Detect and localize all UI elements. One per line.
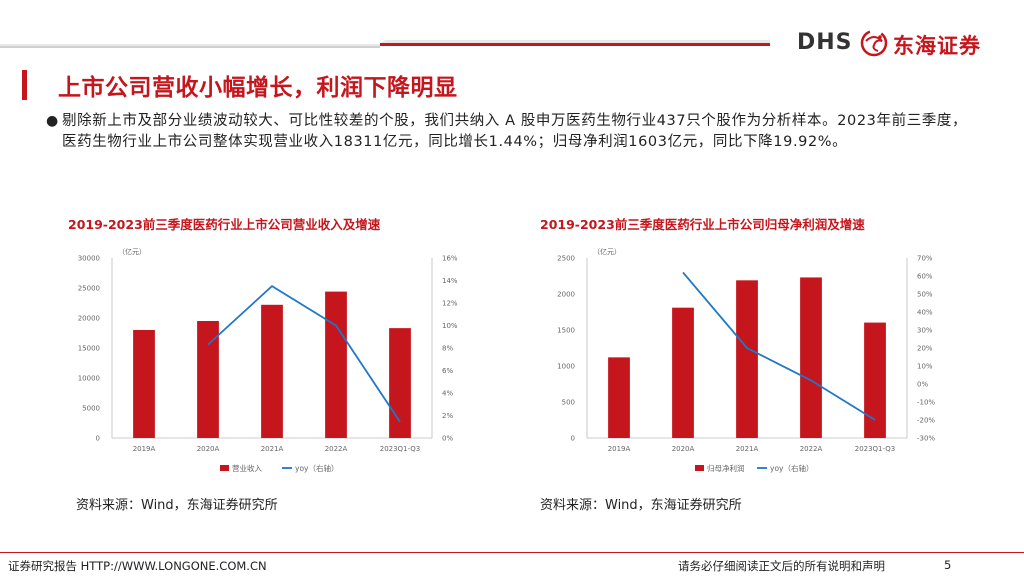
left-tick-label: 1500 bbox=[557, 327, 575, 335]
x-tick-label: 2019A bbox=[133, 445, 156, 453]
right-tick-label: 6% bbox=[442, 367, 453, 375]
right-tick-label: 10% bbox=[442, 322, 458, 330]
source-note-revenue: 资料来源：Wind，东海证券研究所 bbox=[76, 498, 278, 513]
left-tick-label: 5000 bbox=[82, 405, 100, 413]
right-tick-label: 12% bbox=[442, 300, 458, 308]
right-tick-label: 70% bbox=[917, 255, 933, 263]
right-tick-label: 40% bbox=[917, 309, 933, 317]
revenue-bar bbox=[608, 357, 630, 438]
right-tick-label: -10% bbox=[917, 399, 935, 407]
left-tick-label: 25000 bbox=[78, 285, 100, 293]
revenue-bar bbox=[672, 307, 694, 438]
left-tick-label: 1000 bbox=[557, 363, 575, 371]
title-accent-bar bbox=[22, 70, 27, 100]
right-tick-label: 30% bbox=[917, 327, 933, 335]
left-tick-label: 0 bbox=[571, 435, 575, 443]
left-tick-label: 500 bbox=[562, 399, 575, 407]
revenue-bar bbox=[197, 321, 219, 438]
x-tick-label: 2020A bbox=[197, 445, 220, 453]
right-tick-label: -30% bbox=[917, 435, 935, 443]
source-note-profit: 资料来源：Wind，东海证券研究所 bbox=[540, 498, 742, 513]
unit-label: （亿元） bbox=[593, 247, 621, 256]
right-tick-label: 20% bbox=[917, 345, 933, 353]
legend-line-label: yoy（右轴） bbox=[770, 463, 813, 473]
revenue-bar bbox=[325, 291, 347, 438]
revenue-bar bbox=[389, 328, 411, 438]
left-tick-label: 10000 bbox=[78, 375, 100, 383]
yoy-line bbox=[207, 285, 401, 423]
left-tick-label: 30000 bbox=[78, 255, 100, 263]
right-tick-label: 10% bbox=[917, 363, 933, 371]
chart-title-revenue: 2019-2023前三季度医药行业上市公司营业收入及增速 bbox=[68, 217, 381, 232]
right-tick-label: 0% bbox=[442, 435, 453, 443]
header-band bbox=[0, 40, 770, 48]
dragon-logo-icon bbox=[860, 29, 888, 57]
footer-website[interactable]: 证券研究报告 HTTP://WWW.LONGONE.COM.CN bbox=[8, 559, 267, 573]
legend-bar-label: 营业收入 bbox=[232, 463, 262, 473]
right-tick-label: 14% bbox=[442, 277, 458, 285]
right-tick-label: 8% bbox=[442, 345, 453, 353]
unit-label: （亿元） bbox=[118, 247, 146, 256]
x-tick-label: 2023Q1-Q3 bbox=[380, 445, 421, 453]
revenue-bar bbox=[864, 322, 886, 438]
x-tick-label: 2022A bbox=[800, 445, 823, 453]
chart-title-profit: 2019-2023前三季度医药行业上市公司归母净利润及增速 bbox=[540, 217, 865, 232]
footer-disclaimer: 请务必仔细阅读正文后的所有说明和声明 bbox=[678, 559, 885, 573]
right-tick-label: 60% bbox=[917, 273, 933, 281]
bullet-icon: ● bbox=[46, 113, 59, 129]
right-tick-label: 0% bbox=[917, 381, 928, 389]
left-tick-label: 15000 bbox=[78, 345, 100, 353]
legend-bar-swatch bbox=[220, 465, 229, 471]
left-tick-label: 20000 bbox=[78, 315, 100, 323]
x-tick-label: 2019A bbox=[608, 445, 631, 453]
right-tick-label: 50% bbox=[917, 291, 933, 299]
x-tick-label: 2021A bbox=[736, 445, 759, 453]
revenue-bar bbox=[133, 330, 155, 438]
right-tick-label: 16% bbox=[442, 255, 458, 263]
x-tick-label: 2020A bbox=[672, 445, 695, 453]
left-tick-label: 2000 bbox=[557, 291, 575, 299]
right-tick-label: 2% bbox=[442, 412, 453, 420]
page-number: 5 bbox=[944, 558, 952, 572]
legend-line-label: yoy（右轴） bbox=[295, 463, 338, 473]
revenue-bar bbox=[736, 280, 758, 438]
yoy-line bbox=[682, 271, 876, 421]
right-tick-label: -20% bbox=[917, 417, 935, 425]
revenue-chart: （亿元） 0 5000 10000 15000 20000 25000 30000 0% 2% 4%… bbox=[78, 247, 458, 473]
x-tick-label: 2023Q1-Q3 bbox=[855, 445, 896, 453]
footer-divider bbox=[0, 552, 1024, 553]
right-tick-label: 4% bbox=[442, 390, 453, 398]
x-tick-label: 2021A bbox=[261, 445, 284, 453]
page-title: 上市公司营收小幅增长，利润下降明显 bbox=[58, 75, 458, 101]
revenue-bar bbox=[261, 304, 283, 438]
legend-bar-swatch bbox=[695, 465, 704, 471]
left-tick-label: 0 bbox=[96, 435, 100, 443]
net-profit-chart: （亿元） 0 500 1000 1500 2000 2500 -30% -20% -10% 0% 10… bbox=[557, 247, 935, 473]
revenue-bar bbox=[800, 277, 822, 438]
summary-paragraph: 剔除新上市及部分业绩波动较大、可比性较差的个股，我们共纳入 A 股申万医药生物行… bbox=[62, 113, 968, 150]
x-tick-label: 2022A bbox=[325, 445, 348, 453]
brand-chinese: 东海证券 bbox=[893, 34, 981, 58]
left-tick-label: 2500 bbox=[557, 255, 575, 263]
brand-latin: DHS bbox=[797, 30, 853, 55]
legend-bar-label: 归母净利润 bbox=[707, 463, 745, 473]
